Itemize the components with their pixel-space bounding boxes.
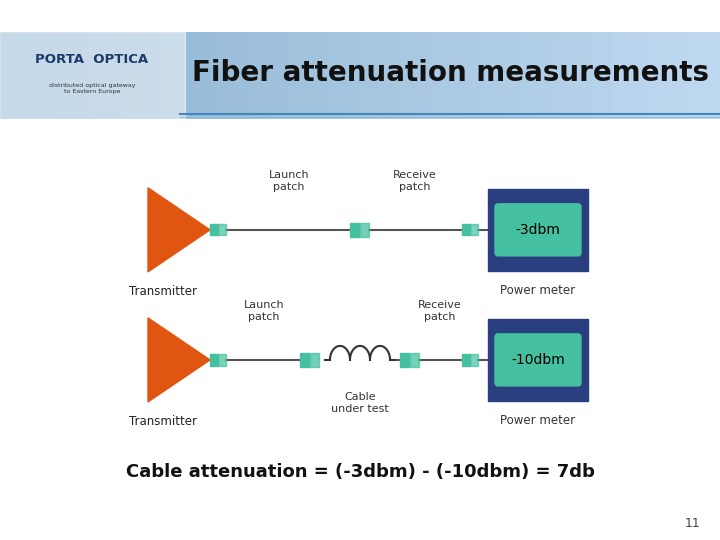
FancyBboxPatch shape xyxy=(495,204,581,256)
Bar xyxy=(468,32,487,119)
Bar xyxy=(540,32,559,119)
Bar xyxy=(612,32,631,119)
Bar xyxy=(288,32,307,119)
Bar xyxy=(210,354,218,366)
Bar xyxy=(234,32,253,119)
Polygon shape xyxy=(148,318,210,402)
Text: Launch
patch: Launch patch xyxy=(269,170,310,192)
Bar xyxy=(486,32,505,119)
Bar xyxy=(198,32,217,119)
Bar xyxy=(0,32,185,119)
Bar xyxy=(648,32,667,119)
Bar xyxy=(218,354,226,366)
Bar xyxy=(470,354,478,366)
Bar xyxy=(360,32,379,119)
Bar xyxy=(558,32,577,119)
Bar xyxy=(522,32,541,119)
Text: Transmitter: Transmitter xyxy=(129,415,197,428)
Bar xyxy=(180,32,199,119)
Bar xyxy=(162,32,181,119)
Bar xyxy=(342,32,361,119)
Bar xyxy=(210,224,218,235)
Bar xyxy=(270,32,289,119)
Bar xyxy=(324,32,343,119)
Bar xyxy=(252,32,271,119)
Bar xyxy=(702,32,720,119)
Text: Launch
patch: Launch patch xyxy=(243,300,284,322)
Bar xyxy=(450,32,469,119)
Text: Receive
patch: Receive patch xyxy=(418,300,462,322)
Bar xyxy=(126,32,145,119)
Bar xyxy=(504,32,523,119)
Text: Transmitter: Transmitter xyxy=(129,285,197,299)
Bar xyxy=(400,353,409,367)
Bar xyxy=(594,32,613,119)
Bar xyxy=(300,353,309,367)
Text: Receive
patch: Receive patch xyxy=(393,170,437,192)
Text: distributed optical gateway
to Eastern Europe: distributed optical gateway to Eastern E… xyxy=(49,83,135,94)
Text: Power meter: Power meter xyxy=(500,285,575,298)
Bar xyxy=(666,32,685,119)
Text: -3dbm: -3dbm xyxy=(516,223,560,237)
Bar xyxy=(396,32,415,119)
Bar xyxy=(36,32,55,119)
Bar xyxy=(0,32,19,119)
Bar xyxy=(488,319,588,401)
Bar xyxy=(218,224,226,235)
Bar xyxy=(216,32,235,119)
Bar xyxy=(54,32,73,119)
Bar xyxy=(378,32,397,119)
FancyBboxPatch shape xyxy=(495,334,581,386)
Bar xyxy=(108,32,127,119)
Text: -10dbm: -10dbm xyxy=(511,353,565,367)
Bar xyxy=(90,32,109,119)
Text: Cable
under test: Cable under test xyxy=(331,392,389,414)
Text: 11: 11 xyxy=(684,517,700,530)
Bar xyxy=(488,189,588,271)
Bar xyxy=(462,354,470,366)
Bar xyxy=(462,224,470,235)
Text: Cable attenuation = (-3dbm) - (-10dbm) = 7db: Cable attenuation = (-3dbm) - (-10dbm) =… xyxy=(125,463,595,481)
Bar xyxy=(359,222,369,237)
Text: Power meter: Power meter xyxy=(500,414,575,428)
Bar xyxy=(144,32,163,119)
Bar xyxy=(310,353,318,367)
Polygon shape xyxy=(148,188,210,272)
Bar xyxy=(630,32,649,119)
Text: Fiber attenuation measurements: Fiber attenuation measurements xyxy=(192,59,708,87)
Bar xyxy=(72,32,91,119)
Bar xyxy=(18,32,37,119)
Bar xyxy=(350,222,359,237)
Bar xyxy=(410,353,418,367)
Bar xyxy=(306,32,325,119)
Bar xyxy=(414,32,433,119)
Bar xyxy=(432,32,451,119)
Text: PORTA  OPTICA: PORTA OPTICA xyxy=(35,53,148,66)
Bar xyxy=(576,32,595,119)
Bar xyxy=(684,32,703,119)
Bar xyxy=(470,224,478,235)
